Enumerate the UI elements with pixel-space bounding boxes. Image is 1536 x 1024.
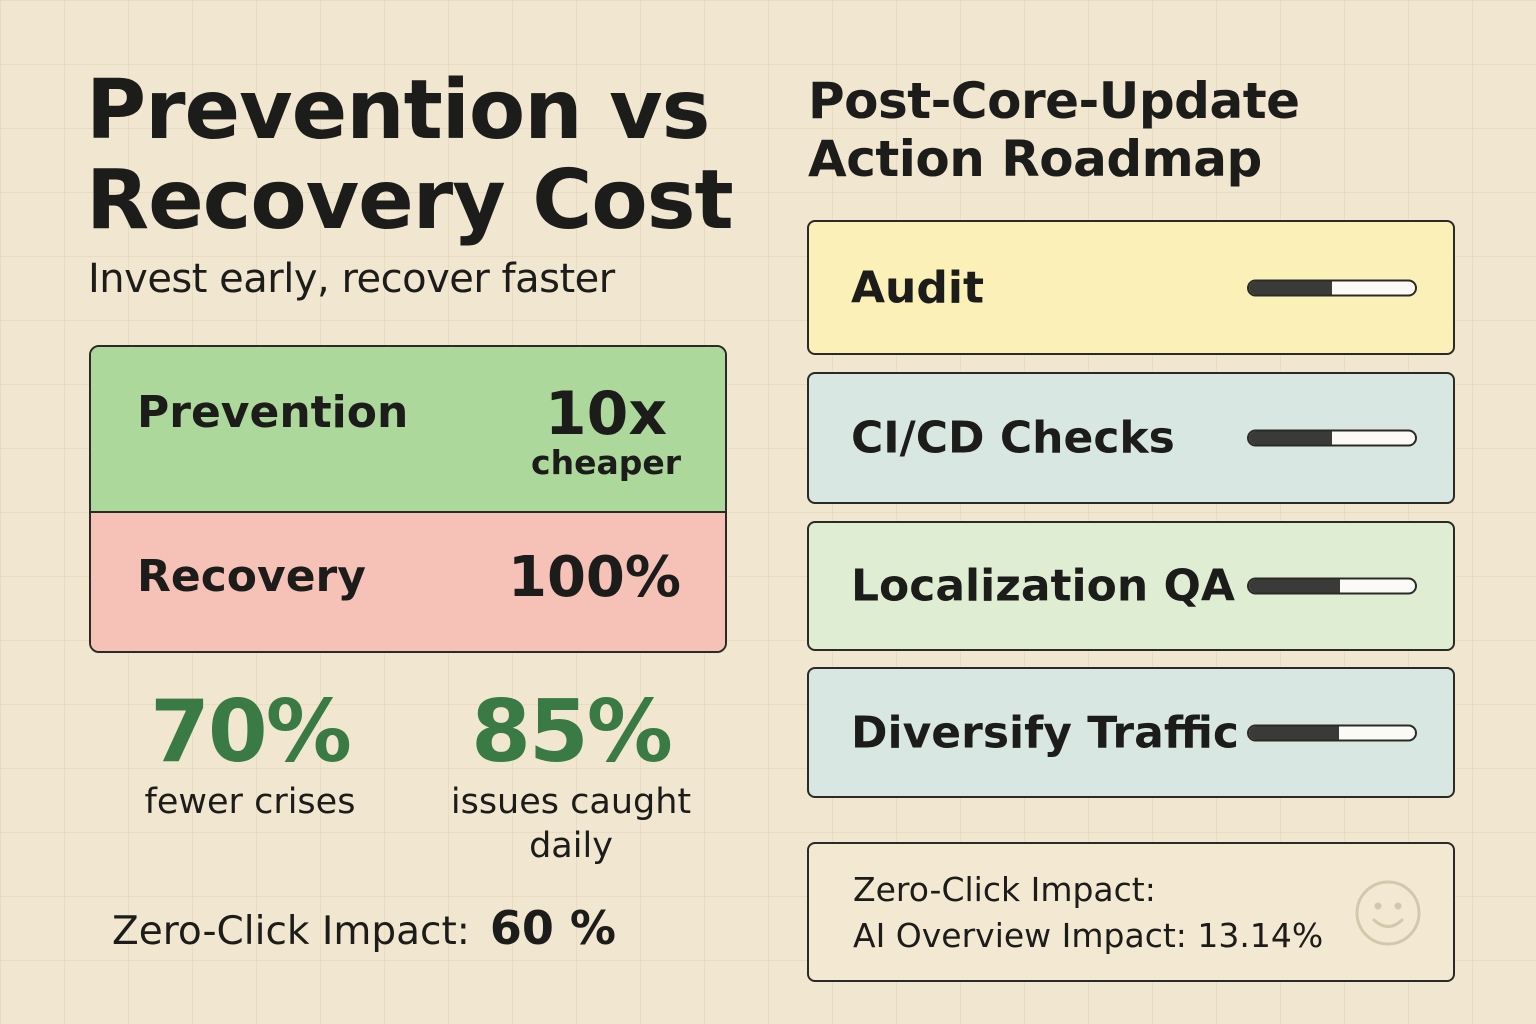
subtitle: Invest early, recover faster bbox=[88, 256, 615, 302]
recovery-row: Recovery 100% bbox=[91, 513, 725, 651]
zero-click-label: Zero-Click Impact: bbox=[112, 909, 470, 954]
roadmap-item-cicd-checks: CI/CD Checks bbox=[807, 372, 1455, 504]
prevention-unit: cheaper bbox=[531, 443, 681, 482]
stat-value: 85% bbox=[471, 682, 673, 782]
progress-fill bbox=[1249, 281, 1332, 294]
roadmap-title-line1: Post-Core-Update bbox=[808, 72, 1300, 130]
progress-fill bbox=[1249, 579, 1341, 593]
progress-bar bbox=[1247, 429, 1417, 447]
stat-value: 70% bbox=[150, 682, 352, 782]
stat-label-line1: issues caught bbox=[450, 782, 692, 822]
smiley-icon bbox=[1355, 880, 1421, 946]
roadmap-title: Post-Core-Update Action Roadmap bbox=[808, 72, 1300, 188]
roadmap-item-diversify-traffic: Diversify Traffic bbox=[807, 667, 1455, 798]
impact-box-line1: Zero-Click Impact: bbox=[853, 870, 1156, 909]
progress-fill bbox=[1249, 431, 1332, 445]
main-title: Prevention vs Recovery Cost bbox=[86, 66, 766, 246]
stat-issues-caught: 85% issues caught daily bbox=[430, 684, 712, 868]
roadmap-item-localization-qa: Localization QA bbox=[807, 521, 1455, 651]
recovery-value: 100% bbox=[507, 545, 681, 610]
progress-bar bbox=[1247, 577, 1417, 595]
main-title-line2: Recovery Cost bbox=[86, 153, 734, 248]
stat-fewer-crises: 70% fewer crises bbox=[122, 684, 378, 824]
main-title-line1: Prevention vs bbox=[86, 63, 710, 158]
roadmap-item-label: CI/CD Checks bbox=[851, 412, 1175, 464]
recovery-label: Recovery bbox=[137, 551, 366, 602]
stat-label-line2: daily bbox=[529, 826, 613, 866]
prevention-label: Prevention bbox=[137, 387, 409, 438]
roadmap-item-label: Diversify Traffic bbox=[851, 707, 1239, 758]
progress-bar bbox=[1247, 724, 1417, 741]
progress-bar bbox=[1247, 279, 1417, 296]
progress-fill bbox=[1249, 726, 1339, 739]
zero-click-impact: Zero-Click Impact: 60 % bbox=[112, 900, 616, 960]
prevention-row: Prevention 10x cheaper bbox=[91, 347, 725, 513]
impact-box-line2: AI Overview Impact: 13.14% bbox=[853, 916, 1324, 955]
prevention-multiplier: 10x bbox=[544, 379, 668, 449]
stat-label: fewer crises bbox=[144, 782, 356, 822]
zero-click-value: 60 % bbox=[489, 901, 617, 955]
prevention-value: 10x cheaper bbox=[531, 383, 681, 481]
roadmap-item-label: Localization QA bbox=[851, 560, 1235, 612]
roadmap-item-audit: Audit bbox=[807, 220, 1455, 355]
cost-comparison-table: Prevention 10x cheaper Recovery 100% bbox=[89, 345, 727, 653]
roadmap-item-label: Audit bbox=[851, 262, 984, 313]
roadmap-title-line2: Action Roadmap bbox=[808, 130, 1262, 188]
impact-box: Zero-Click Impact: AI Overview Impact: 1… bbox=[807, 842, 1455, 982]
